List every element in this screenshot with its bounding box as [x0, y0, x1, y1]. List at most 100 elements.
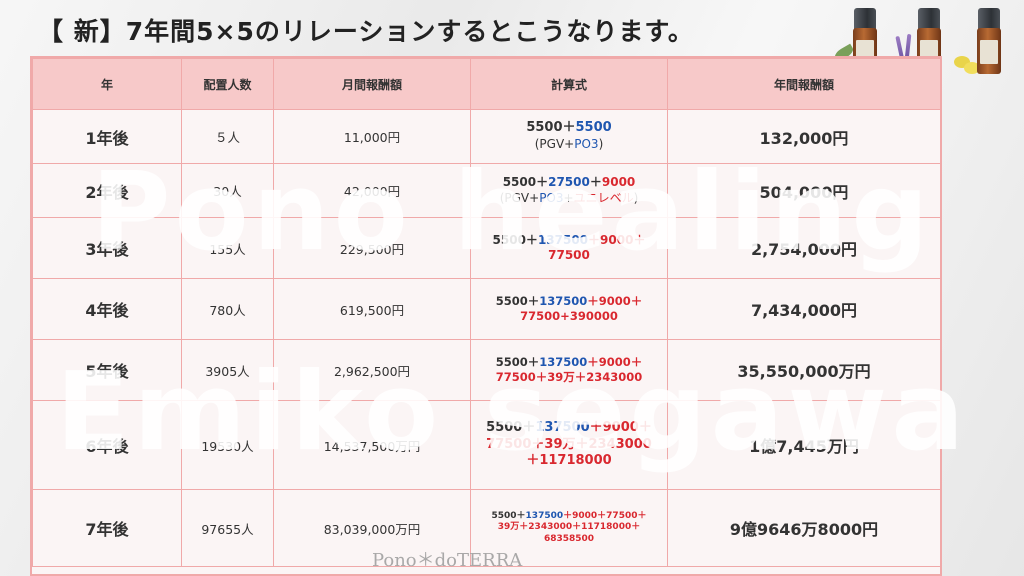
formula-segment: 5500＋	[495, 355, 540, 370]
formula-segment: ＋9000＋	[587, 355, 643, 370]
reward-table: 年 配置人数 月間報酬額 計算式 年間報酬額 1年後 ５人 11,000円 5500＋…	[32, 58, 941, 567]
year-cell: 2年後	[32, 163, 182, 218]
formula-segment: ユニレベル	[573, 190, 634, 205]
monthly-cell: 42,000円	[273, 163, 471, 218]
count-cell: 155人	[181, 217, 274, 279]
formula-segment: 77500+390000	[520, 309, 618, 323]
year-cell: 4年後	[32, 278, 182, 340]
formula-segment: PO3	[574, 136, 599, 151]
formula-segment: 77500	[548, 248, 590, 262]
count-cell: 30人	[181, 163, 274, 218]
formula-line: (PGV+PO3)	[471, 137, 667, 154]
formula-segment: 137500	[539, 294, 588, 309]
formula-cell: 5500＋137500＋9000＋ 77500	[470, 217, 668, 279]
table-row: 7年後 97655人 83,039,000万円 5500＋137500＋9000＋77…	[32, 489, 941, 567]
annual-cell: 35,550,000万円	[667, 339, 941, 401]
header-count: 配置人数	[181, 58, 274, 110]
formula-segment: ＋	[589, 175, 602, 190]
formula-segment: ＋9000＋	[588, 232, 646, 247]
formula-line: 5500＋137500＋9000＋	[471, 233, 667, 248]
header-year: 年	[32, 58, 182, 110]
formula-cell: 5500＋137500＋9000＋ 77500＋39万＋2343000	[470, 339, 668, 401]
year-cell: 5年後	[32, 339, 182, 401]
formula-segment: (PGV+	[499, 190, 540, 205]
formula-segment: 5500＋	[492, 232, 538, 247]
year-cell: 7年後	[32, 489, 182, 567]
formula-cell: 5500＋5500 (PGV+PO3)	[470, 109, 668, 164]
formula-segment: 5500＋	[486, 420, 536, 436]
formula-line: 5500＋5500	[471, 120, 667, 137]
year-cell: 1年後	[32, 109, 182, 164]
monthly-cell: 229,500円	[273, 217, 471, 279]
header-annual: 年間報酬額	[667, 58, 941, 110]
formula-line: 68358500	[471, 534, 667, 546]
formula-cell: 5500＋137500＋9000＋77500＋39万＋2343000＋11718…	[470, 400, 668, 490]
table-row: 5年後 3905人 2,962,500円 5500＋137500＋9000＋ 77500…	[32, 339, 941, 401]
count-cell: ５人	[181, 109, 274, 164]
formula-line: 77500＋39万＋2343000	[471, 437, 667, 454]
formula-segment: 5500＋	[491, 510, 526, 521]
formula-segment: 68358500	[543, 533, 595, 544]
count-cell: 19530人	[181, 400, 274, 490]
monthly-cell: 14,537,500万円	[273, 400, 471, 490]
formula-segment: (PGV+	[534, 136, 575, 151]
page-title: 【 新】7年間5×5のリレーションするとこうなります。	[38, 17, 694, 46]
count-cell: 97655人	[181, 489, 274, 567]
formula-line: (PGV+PO3+ユニレベル)	[471, 191, 667, 206]
formula-line: 5500＋27500＋9000	[471, 175, 667, 190]
annual-cell: 132,000円	[667, 109, 941, 164]
reward-table-container: 年 配置人数 月間報酬額 計算式 年間報酬額 1年後 ５人 11,000円 5500＋…	[30, 56, 942, 576]
formula-segment: 39万＋2343000＋11718000＋	[497, 522, 641, 533]
annual-cell: 504,000円	[667, 163, 941, 218]
annual-cell: 7,434,000円	[667, 278, 941, 340]
monthly-cell: 83,039,000万円	[273, 489, 471, 567]
formula-line: ＋11718000	[471, 453, 667, 470]
table-row: 4年後 780人 619,500円 5500＋137500＋9000＋ 77500+39…	[32, 278, 941, 340]
formula-line: 5500＋137500＋9000＋	[471, 420, 667, 437]
signature: Pono＊doTERRA	[372, 550, 523, 571]
annual-cell: 9億9646万8000円	[667, 489, 941, 567]
annual-cell: 1億7,445万円	[667, 400, 941, 490]
formula-segment: 137500	[537, 232, 589, 247]
formula-segment: 9000	[601, 175, 636, 190]
formula-segment: PO3	[539, 190, 564, 205]
formula-line: 39万＋2343000＋11718000＋	[471, 522, 667, 534]
formula-segment: 5500＋	[502, 175, 549, 190]
formula-segment: 5500＋	[526, 119, 576, 135]
count-cell: 780人	[181, 278, 274, 340]
formula-segment: 137500	[535, 420, 590, 436]
formula-line: 5500＋137500＋9000＋77500＋	[471, 511, 667, 523]
count-cell: 3905人	[181, 339, 274, 401]
formula-segment: ＋9000＋	[587, 294, 643, 309]
formula-segment: +	[563, 190, 574, 205]
annual-cell: 2,754,000円	[667, 217, 941, 279]
formula-segment: 137500	[525, 510, 564, 521]
formula-line: 5500＋137500＋9000＋	[471, 355, 667, 370]
formula-segment: 77500＋39万＋2343000	[486, 436, 652, 452]
formula-line: 5500＋137500＋9000＋	[471, 294, 667, 309]
header-monthly: 月間報酬額	[273, 58, 471, 110]
monthly-cell: 2,962,500円	[273, 339, 471, 401]
formula-segment: )	[598, 136, 604, 151]
formula-segment: )	[633, 190, 639, 205]
formula-segment: ＋9000＋77500＋	[563, 510, 647, 521]
monthly-cell: 11,000円	[273, 109, 471, 164]
formula-line: 77500	[471, 248, 667, 263]
header-formula: 計算式	[470, 58, 668, 110]
formula-line: 77500+390000	[471, 309, 667, 324]
formula-segment: 137500	[539, 355, 588, 370]
formula-segment: ＋11718000	[526, 453, 612, 469]
formula-segment: 5500	[575, 119, 612, 135]
formula-cell: 5500＋137500＋9000＋ 77500+390000	[470, 278, 668, 340]
year-cell: 3年後	[32, 217, 182, 279]
table-row: 1年後 ５人 11,000円 5500＋5500 (PGV+PO3) 132,000円	[32, 109, 941, 164]
formula-segment: 77500＋39万＋2343000	[495, 370, 643, 384]
table-row: 3年後 155人 229,500円 5500＋137500＋9000＋ 77500 2,7…	[32, 217, 941, 279]
formula-cell: 5500＋27500＋9000 (PGV+PO3+ユニレベル)	[470, 163, 668, 218]
formula-segment: 27500	[548, 175, 590, 190]
year-cell: 6年後	[32, 400, 182, 490]
table-row: 2年後 30人 42,000円 5500＋27500＋9000 (PGV+PO3+ユニレ…	[32, 163, 941, 218]
formula-line: 77500＋39万＋2343000	[471, 370, 667, 385]
oil-bottle-icon	[977, 8, 1001, 74]
formula-segment: 5500＋	[495, 294, 540, 309]
